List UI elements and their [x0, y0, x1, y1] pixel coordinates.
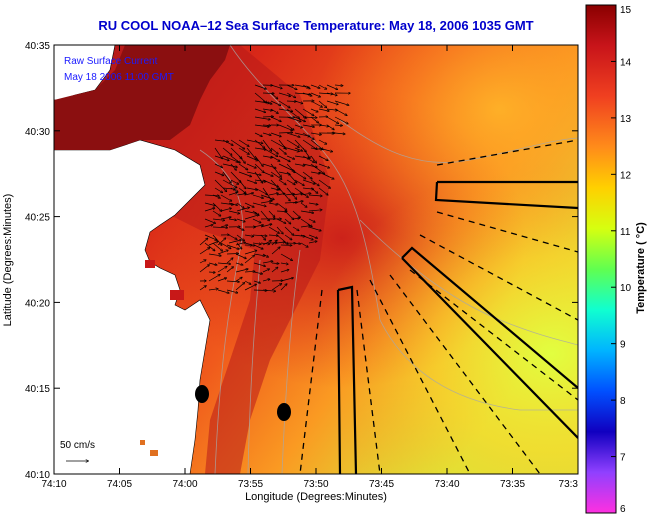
radial-lines: [299, 139, 578, 474]
buoy-marker: [277, 403, 291, 421]
sst-map: [54, 45, 578, 474]
lon-tick-label: 73:35: [500, 479, 525, 490]
longitude-axis: 74:10 74:05 74:00 73:55 73:50 73:45 73:40 73:35…: [41, 45, 579, 490]
lat-tick-label: 40:35: [25, 41, 50, 52]
colorbar-tick-label: 10: [620, 283, 632, 294]
colorbar-ticks: 15 14 13 12 11 10 9 8 7 6: [611, 4, 632, 515]
x-axis-label: Longitude (Degrees:Minutes): [245, 491, 387, 503]
buoy-marker: [195, 385, 209, 403]
colorbar-tick-label: 12: [620, 170, 632, 181]
lon-tick-label: 73:45: [369, 479, 394, 490]
lon-tick-label: 73:50: [303, 479, 328, 490]
colorbar-tick-label: 13: [620, 114, 632, 125]
lat-tick-label: 40:25: [25, 213, 50, 224]
lat-tick-label: 40:10: [25, 470, 50, 481]
lon-tick-label: 74:05: [107, 479, 132, 490]
lon-tick-label: 74:00: [172, 479, 197, 490]
colorbar-tick-label: 11: [620, 227, 631, 238]
ship-tracks: [336, 180, 578, 474]
colorbar: [585, 4, 617, 514]
land-mass: [54, 139, 211, 474]
lat-tick-label: 40:15: [25, 384, 50, 395]
lon-tick-label: 74:10: [41, 479, 66, 490]
colorbar-tick-label: 7: [620, 453, 626, 464]
vector-legend-date: May 18 2006 11:00 GMT: [64, 72, 174, 83]
colorbar-tick-label: 8: [620, 396, 626, 407]
lon-tick-label: 73:40: [434, 479, 459, 490]
scale-label: 50 cm/s: [60, 440, 95, 451]
surface-current-vectors: [199, 85, 350, 293]
latitude-axis: 40:35 40:30 40:25 40:20 40:15 40:10: [25, 41, 578, 481]
lat-tick-label: 40:30: [25, 127, 50, 138]
lon-tick-label: 73:3: [559, 479, 579, 490]
colorbar-tick-label: 15: [620, 5, 632, 16]
vector-legend-title: Raw Surface Current: [64, 56, 158, 67]
map-title: RU COOL NOAA–12 Sea Surface Temperature:…: [98, 18, 533, 33]
colorbar-tick-label: 14: [620, 57, 632, 68]
lon-tick-label: 73:55: [238, 479, 263, 490]
y-axis-label: Latitude (Degrees:Minutes): [2, 194, 14, 327]
colorbar-tick-label: 9: [620, 340, 626, 351]
lat-tick-label: 40:20: [25, 298, 50, 309]
colorbar-tick-label: 6: [620, 504, 626, 515]
colorbar-label: Temperature ( °C): [635, 222, 647, 314]
